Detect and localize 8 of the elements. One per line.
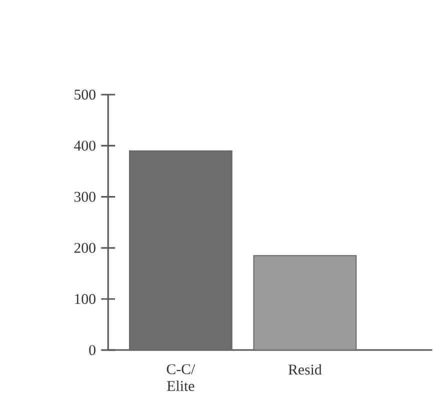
y-tick-label: 400 [74, 140, 96, 151]
y-tick-label: 300 [74, 192, 96, 202]
y-tick-label: 100 [75, 294, 96, 304]
y-tick-label: 200 [74, 243, 96, 254]
x-tick-label: Resid [288, 364, 322, 375]
y-tick-label: 0 [89, 345, 96, 356]
y-tick-label: 500 [74, 90, 96, 100]
x-tick-label: C-C/ Elite [166, 364, 196, 392]
